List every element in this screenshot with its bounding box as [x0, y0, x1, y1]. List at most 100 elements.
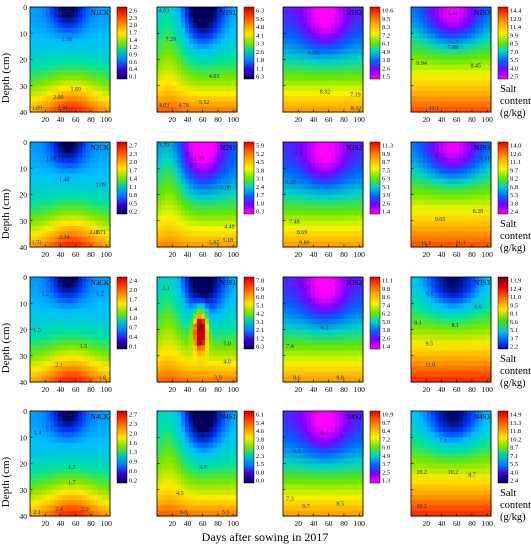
heatmap-cell [307, 7, 312, 13]
heatmap-cell [217, 334, 222, 341]
heatmap-cell [351, 324, 356, 331]
heatmap-cell [157, 189, 162, 196]
heatmap-cell [463, 178, 468, 185]
heatmap-cell [106, 292, 111, 299]
y-tick-label: 20 [20, 191, 28, 200]
heatmap-cell [197, 194, 202, 201]
heatmap-cell [307, 168, 312, 175]
heatmap-cell [435, 292, 440, 299]
heatmap-cell [323, 226, 328, 232]
heatmap-cell [82, 366, 87, 373]
heatmap-cell [106, 80, 111, 87]
heatmap-cell [431, 168, 436, 175]
heatmap-cell [58, 324, 63, 331]
heatmap-cell [173, 199, 178, 206]
heatmap-cell [157, 168, 162, 175]
heatmap-cell [30, 199, 35, 206]
heatmap-cell [225, 147, 230, 154]
heatmap-cell [283, 215, 288, 222]
heatmap-cell [451, 168, 456, 175]
heatmap-cell [439, 152, 444, 159]
heatmap-cell [323, 28, 328, 34]
heatmap-cell [307, 17, 312, 24]
heatmap-cell [359, 54, 364, 61]
heatmap-cell [359, 163, 364, 169]
heatmap-cell [54, 298, 59, 304]
heatmap-cell [439, 350, 444, 357]
heatmap-cell [70, 75, 75, 82]
heatmap-cell [463, 85, 468, 92]
heatmap-cell [193, 101, 198, 108]
heatmap-cell [58, 54, 63, 61]
heatmap-cell [90, 292, 95, 299]
heatmap-cell [165, 350, 170, 357]
heatmap-cell [102, 43, 107, 50]
heatmap-cell [307, 340, 312, 346]
heatmap-cell [185, 173, 190, 180]
heatmap-cell [90, 12, 95, 19]
heatmap-cell [319, 70, 324, 76]
heatmap-cell [185, 96, 190, 103]
heatmap-cell [431, 361, 436, 367]
heatmap-cell [351, 277, 356, 283]
heatmap-cell [483, 147, 488, 154]
heatmap-cell [70, 298, 75, 304]
contour-label: 3.9 [214, 375, 222, 381]
heatmap-cell [343, 226, 348, 232]
heatmap-cell [415, 64, 420, 71]
heatmap-cell [98, 54, 103, 61]
heatmap-cell [351, 75, 356, 82]
heatmap-cell [303, 70, 308, 76]
heatmap-cell [229, 80, 234, 87]
heatmap-cell [431, 49, 436, 55]
heatmap-cell [439, 355, 444, 362]
heatmap-cell [331, 12, 336, 19]
heatmap-cell [177, 96, 182, 103]
colorbar [116, 141, 128, 215]
heatmap-cell [62, 350, 67, 357]
heatmap-cell [213, 163, 218, 169]
heatmap-cell [411, 226, 416, 232]
heatmap-cell [90, 80, 95, 87]
heatmap-cell [177, 168, 182, 175]
heatmap-cell [315, 12, 320, 19]
heatmap-cell [58, 49, 63, 55]
heatmap-cell [283, 147, 288, 154]
heatmap-cell [70, 199, 75, 206]
heatmap-cell [102, 324, 107, 331]
heatmap-cell [217, 64, 222, 71]
heatmap-cell [209, 85, 214, 92]
heatmap-cell [335, 303, 340, 310]
heatmap-cell [86, 313, 91, 320]
heatmap-cell [443, 7, 448, 13]
heatmap-cell [303, 54, 308, 61]
colorbar-tick-label: 11.1 [382, 278, 393, 285]
heatmap-cell [323, 7, 328, 13]
heatmap-cell [209, 236, 214, 243]
x-tick-label: 20 [422, 115, 430, 124]
heatmap-cell [315, 241, 320, 248]
heatmap-cell [287, 101, 292, 108]
contour-label: 1.71 [32, 240, 43, 246]
heatmap-cell [343, 199, 348, 206]
heatmap-cell [98, 184, 103, 190]
heatmap-cell [307, 205, 312, 211]
heatmap-cell [66, 91, 71, 97]
heatmap-cell [327, 231, 332, 238]
heatmap-cell [225, 308, 230, 315]
colorbar-tick-label: 4.0 [510, 65, 518, 72]
heatmap-cell [201, 7, 206, 13]
heatmap-cell [213, 59, 218, 66]
heatmap-cell [42, 220, 47, 227]
heatmap-cell [66, 313, 71, 320]
heatmap-cell [287, 287, 292, 294]
heatmap-cell [213, 334, 218, 341]
heatmap-cell [70, 59, 75, 66]
heatmap-cell [189, 313, 194, 320]
heatmap-cell [347, 49, 352, 55]
heatmap-cell [185, 298, 190, 304]
heatmap-cell [419, 33, 424, 40]
heatmap-cell [355, 355, 360, 362]
heatmap-cell [217, 163, 222, 169]
heatmap-cell [30, 12, 35, 19]
